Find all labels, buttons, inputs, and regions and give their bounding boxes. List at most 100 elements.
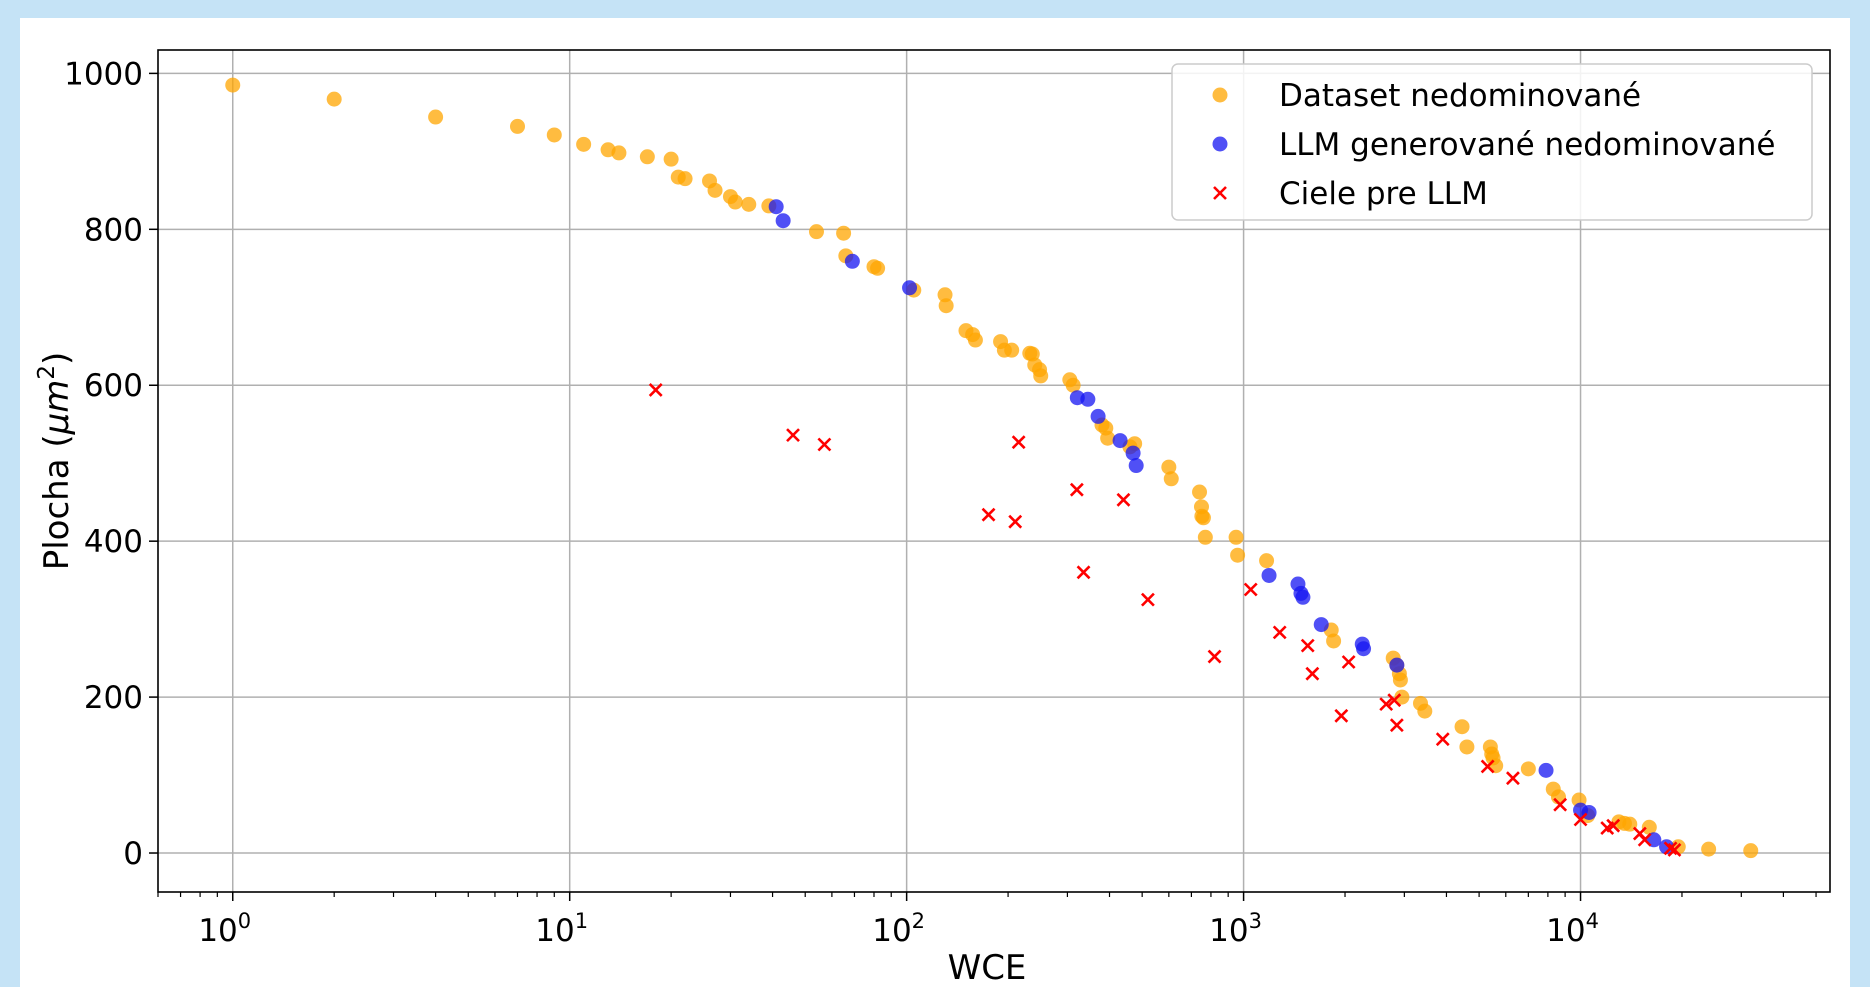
axes-frame (157, 49, 1831, 893)
data-point (1008, 514, 1023, 529)
data-point (1417, 703, 1433, 719)
data-point (1207, 649, 1222, 664)
data-point (1334, 708, 1349, 723)
data-point (1128, 458, 1144, 474)
data-point (844, 253, 860, 269)
data-point (428, 109, 444, 125)
y-tick-label: 800 (84, 212, 143, 248)
data-point (611, 145, 627, 161)
legend-marker (1213, 186, 1227, 200)
data-point (808, 224, 824, 240)
y-tick-label: 0 (123, 836, 143, 872)
data-point (1701, 841, 1717, 857)
data-point (1389, 657, 1405, 673)
data-point (1313, 617, 1329, 633)
data-point (1743, 843, 1759, 859)
x-marker-stroke (817, 437, 832, 452)
data-point (741, 196, 757, 212)
x-marker-stroke (786, 428, 800, 443)
legend-marker (1212, 87, 1228, 103)
data-point (1272, 625, 1287, 640)
x-tick-label: 100 (198, 909, 251, 949)
legend-label: Ciele pre LLM (1279, 176, 1488, 212)
x-marker-stroke (1663, 841, 1678, 856)
data-point (1392, 672, 1408, 688)
data-point (1663, 841, 1678, 856)
grid-lines (158, 50, 1830, 892)
y-tick-label: 600 (84, 368, 143, 404)
data-point (1553, 797, 1568, 812)
data-point (836, 225, 852, 241)
data-point (1300, 638, 1315, 653)
x-axis-label: WCE (948, 948, 1027, 987)
x-tick-label: 104 (1546, 909, 1599, 949)
chart-figure: 100 101 102 103 104 0 200 400 600 800 1000 WCE Plo… (20, 18, 1850, 987)
data-point (1011, 435, 1026, 450)
x-tick-label: 101 (535, 909, 588, 949)
data-point (1090, 408, 1106, 424)
x-marker-stroke (981, 507, 996, 522)
x-marker-stroke (1480, 759, 1495, 774)
legend-box (1171, 63, 1813, 221)
x-marker-stroke (1389, 718, 1404, 733)
x-marker-stroke (1341, 655, 1356, 669)
data-point (870, 260, 886, 276)
data-point (707, 182, 723, 198)
data-point (786, 428, 800, 443)
data-point (510, 118, 526, 134)
data-point (1125, 445, 1141, 461)
x-marker-stroke (1300, 638, 1315, 653)
legend-label: LLM generované nedominované (1279, 127, 1775, 163)
x-marker-stroke (1069, 482, 1084, 497)
legend-marker (1212, 136, 1228, 152)
x-marker-stroke (1243, 582, 1258, 597)
axis-ticks: 100 101 102 103 104 0 200 400 600 800 1000 (64, 56, 1817, 949)
scatter-plot: 100 101 102 103 104 0 200 400 600 800 1000 WCE Plo… (34, 49, 1831, 987)
data-point (1454, 719, 1470, 735)
data-point (902, 280, 918, 296)
series-ciele-pre-llm (648, 382, 1682, 857)
data-point (1606, 818, 1621, 833)
data-point (1069, 482, 1084, 497)
data-point (1356, 641, 1372, 657)
x-tick-label: 103 (1209, 909, 1262, 949)
data-point (1192, 484, 1208, 500)
x-marker-stroke (1076, 565, 1091, 580)
data-point (1379, 697, 1394, 712)
data-point (1326, 633, 1342, 649)
data-point (1573, 812, 1588, 827)
data-point (1305, 666, 1320, 681)
data-point (938, 298, 954, 314)
x-marker-stroke (1334, 708, 1349, 723)
data-point (937, 287, 953, 303)
x-marker-stroke (1008, 514, 1023, 529)
data-point (1033, 368, 1049, 384)
data-point (1659, 839, 1675, 855)
data-point (1394, 689, 1410, 705)
data-point (817, 437, 832, 452)
data-point (576, 136, 592, 152)
data-point (1065, 377, 1081, 393)
data-point (1080, 391, 1096, 407)
x-marker-stroke (1207, 649, 1222, 664)
data-point (1140, 592, 1155, 607)
y-tick-label: 200 (84, 680, 143, 716)
data-point (1389, 718, 1404, 733)
data-point (727, 194, 743, 210)
x-marker-stroke (1435, 732, 1450, 747)
data-point (768, 199, 784, 215)
data-point (1641, 819, 1657, 835)
data-point (775, 213, 791, 229)
x-marker-stroke (1272, 625, 1287, 640)
y-tick-label: 400 (84, 524, 143, 560)
legend: Dataset nedominované LLM generované nedom… (1171, 63, 1813, 221)
series-llm-generovane-nedominovane (768, 199, 1675, 855)
x-marker-stroke (1011, 435, 1026, 450)
x-tick-label: 102 (872, 909, 925, 949)
data-point (1341, 655, 1356, 669)
data-point (1295, 589, 1311, 605)
data-point (225, 77, 241, 93)
data-point (1116, 492, 1131, 507)
data-point (1480, 759, 1495, 774)
x-marker-stroke (1305, 666, 1320, 681)
